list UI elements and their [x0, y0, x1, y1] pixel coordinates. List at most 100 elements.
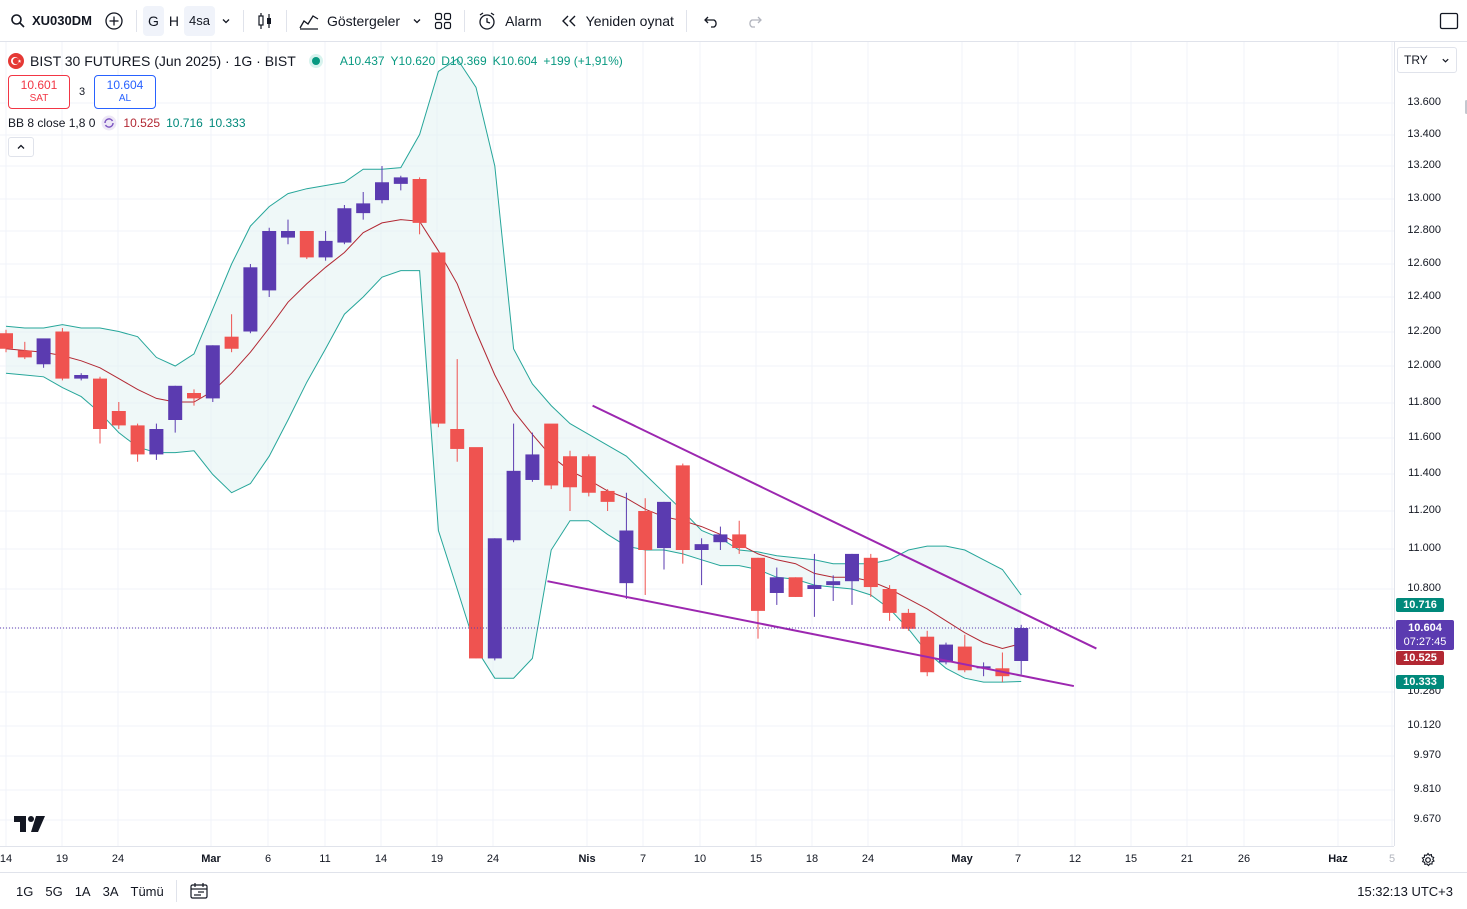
- toolbar-separator: [285, 9, 287, 32]
- time-tick-label: 24: [486, 853, 500, 865]
- chevron-down-icon: [221, 16, 231, 26]
- time-tick-label: 19: [55, 853, 69, 865]
- candle-body: [168, 385, 183, 420]
- price-tick-label: 12.000: [1407, 359, 1441, 371]
- tradingview-logo[interactable]: [14, 815, 46, 838]
- alarm-button[interactable]: Alarm: [471, 6, 548, 36]
- time-tick-label: 19: [430, 853, 444, 865]
- axis-settings-button[interactable]: [1418, 850, 1438, 870]
- candle-body: [469, 447, 483, 659]
- currency-select[interactable]: TRY: [1397, 47, 1457, 73]
- price-axis[interactable]: TRY 13.600 13.400 13.200 13.000 12.800 12.600…: [1394, 42, 1467, 846]
- interval-week-label: H: [168, 12, 179, 29]
- range-3m[interactable]: 3A: [97, 876, 125, 906]
- interval-week[interactable]: H: [164, 6, 184, 36]
- price-tick-label: 11.000: [1408, 542, 1441, 554]
- chart-legend: BIST 30 FUTURES (Jun 2025) · 1G · BIST A…: [8, 50, 623, 160]
- layouts-button[interactable]: [428, 6, 458, 36]
- calendar-icon: [189, 882, 209, 900]
- candle-body: [506, 470, 521, 541]
- redo-button[interactable]: [739, 6, 769, 36]
- bottom-bar: 1G 5G 1A 3A Tümü 15:32:13 UTC+3: [0, 872, 1467, 909]
- candle-body: [74, 375, 89, 379]
- candle-body: [581, 456, 596, 493]
- candle-body: [111, 411, 126, 426]
- gear-icon: [1421, 852, 1435, 867]
- symbol-title[interactable]: BIST 30 FUTURES (Jun 2025) · 1G · BIST: [30, 53, 296, 69]
- indicators-button[interactable]: Göstergeler: [293, 6, 406, 36]
- candle-body: [675, 465, 690, 550]
- time-tick-label: 14: [374, 853, 388, 865]
- time-tick-label: 21: [1180, 853, 1194, 865]
- fullscreen-icon: [1439, 12, 1459, 30]
- candle-body: [882, 589, 897, 613]
- sell-button[interactable]: 10.601 SAT: [8, 75, 70, 109]
- goto-date-button[interactable]: [183, 876, 215, 906]
- indicators-dropdown[interactable]: [406, 6, 428, 36]
- candle-body: [337, 208, 352, 243]
- collapse-legend-button[interactable]: [8, 137, 34, 157]
- symbol-label: XU030DM: [32, 13, 92, 28]
- rewind-icon: [560, 14, 578, 28]
- ohlc-high: Y10.620: [390, 54, 436, 68]
- range-all[interactable]: Tümü: [125, 876, 170, 906]
- clock-timezone[interactable]: 15:32:13 UTC+3: [1357, 883, 1453, 899]
- candle-body: [487, 538, 502, 659]
- last-price-tag: 10.604 07:27:45: [1396, 620, 1454, 650]
- replay-button[interactable]: Yeniden oynat: [554, 6, 680, 36]
- interval-4h-label: 4sa: [188, 13, 210, 28]
- time-tick-label: 18: [805, 853, 819, 865]
- undo-button[interactable]: [697, 6, 727, 36]
- chart-canvas[interactable]: [0, 42, 1394, 846]
- price-tick-label: 13.600: [1407, 96, 1441, 108]
- range-all-label: Tümü: [130, 883, 164, 899]
- time-axis[interactable]: 14 19 24 Mar 6 11 14 19 24 Nis 7 10 15 18 24 May 7 12 15 21…: [0, 846, 1395, 872]
- buy-price: 10.604: [106, 78, 144, 92]
- currency-label: TRY: [1404, 53, 1428, 67]
- buy-label: AL: [118, 93, 132, 104]
- price-tick-label: 11.400: [1408, 467, 1441, 479]
- range-1d[interactable]: 1G: [10, 876, 39, 906]
- fullscreen-button[interactable]: [1433, 6, 1465, 36]
- range-1d-label: 1G: [16, 883, 34, 899]
- interval-dropdown[interactable]: [215, 6, 237, 36]
- symbol-search[interactable]: XU030DM: [0, 6, 98, 36]
- candle-body: [187, 393, 201, 399]
- candle-body: [939, 644, 953, 663]
- range-1m[interactable]: 1A: [69, 876, 97, 906]
- price-tick-label: 13.400: [1407, 128, 1441, 140]
- legend-title-row: BIST 30 FUTURES (Jun 2025) · 1G · BIST A…: [8, 50, 623, 72]
- candle-body: [356, 203, 371, 214]
- price-tick-label: 9.810: [1413, 783, 1441, 795]
- chevron-down-icon: [412, 16, 422, 26]
- interval-4h[interactable]: 4sa: [183, 5, 215, 36]
- compare-button[interactable]: [98, 6, 130, 36]
- candle-body: [694, 544, 709, 550]
- chart-pane[interactable]: [0, 42, 1394, 846]
- candle-body: [544, 423, 559, 486]
- redo-icon: [745, 14, 763, 28]
- trendline: [592, 404, 1097, 650]
- bb-label: BB 8 close 1,8 0: [8, 116, 96, 130]
- time-tick-label: 7: [639, 853, 647, 865]
- price-tick-label: 12.200: [1407, 325, 1441, 337]
- interval-day[interactable]: G: [142, 5, 164, 36]
- price-tick-label: 9.970: [1413, 749, 1441, 761]
- candle-body: [619, 530, 634, 584]
- ohlc-open: A10.437: [339, 54, 385, 68]
- toolbar-separator: [242, 9, 244, 32]
- alarm-label: Alarm: [505, 12, 542, 29]
- price-tick-label: 12.600: [1407, 257, 1441, 269]
- range-3m-label: 3A: [102, 883, 119, 899]
- axis-scrollbar[interactable]: [1465, 100, 1467, 114]
- buy-button[interactable]: 10.604 AL: [94, 75, 156, 109]
- range-5d[interactable]: 5G: [39, 876, 68, 906]
- time-tick-label: Haz: [1328, 853, 1348, 865]
- candle-body: [732, 534, 747, 549]
- candle-body: [525, 454, 540, 480]
- chart-type-button[interactable]: [250, 6, 280, 36]
- turkey-flag-icon: [8, 53, 24, 69]
- bb-indicator-row[interactable]: BB 8 close 1,8 0 10.525 10.716 10.333: [8, 112, 623, 134]
- candle-body: [450, 429, 465, 449]
- time-tick-label: 6: [264, 853, 272, 865]
